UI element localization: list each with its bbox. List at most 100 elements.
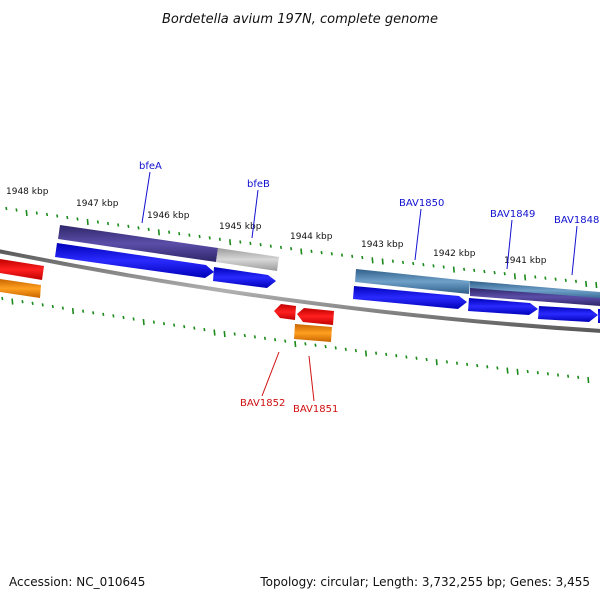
inner-scale-tick [92,311,95,315]
outer-scale-tick [300,248,303,255]
gene-label-BAV1851[interactable]: BAV1851 [293,404,338,415]
outer-scale-tick [198,234,201,239]
inner-scale-tick [122,315,125,320]
gene-bar-BAV1848[interactable] [470,288,600,306]
kbp-label-1945: 1945 kbp [219,222,262,232]
outer-scale-tick [513,273,516,280]
cds-arrow-BAV1848[interactable] [538,306,598,322]
outer-scale-tick [106,221,110,226]
outer-scale-tick [188,233,191,237]
inner-scale-tick [82,309,85,313]
kbp-label-1944: 1944 kbp [290,232,333,242]
outer-scale-tick [534,275,537,279]
gene-bar-left-orange[interactable] [0,279,41,298]
inner-scale-tick [405,355,408,359]
gene-bar-bfeB[interactable] [216,248,279,271]
inner-scale-tick [253,335,256,339]
outer-scale-tick [340,253,344,257]
inner-scale-tick [395,354,398,358]
leader-bfeA [141,171,151,224]
inner-scale-tick [385,352,388,357]
leader-BAV1849 [506,219,513,270]
inner-scale-tick [415,356,418,360]
outer-scale-tick [259,243,262,247]
inner-scale-tick [354,348,357,353]
outer-scale-tick [147,227,150,232]
gene-bar-bfeA[interactable] [58,225,218,262]
inner-scale-tick [152,320,155,324]
kbp-label-1943: 1943 kbp [361,240,404,250]
kbp-label-1947: 1947 kbp [76,199,119,209]
inner-scale-ticks [1,296,590,384]
gene-label-BAV1852[interactable]: BAV1852 [240,398,285,409]
cds-arrow-BAV1852[interactable] [274,304,296,320]
inner-scale-tick [233,332,236,336]
outer-scale-tick [157,229,160,236]
inner-scale-tick [213,329,216,336]
outer-scale-tick [76,217,79,221]
outer-scale-tick [585,280,588,287]
cds-arrow-BAV1849[interactable] [468,298,538,315]
chart-title: Bordetella avium 197N, complete genome [162,12,438,27]
gene-label-bfeB[interactable]: bfeB [247,179,270,190]
outer-scale-tick [483,269,486,274]
outer-scale-tick [56,214,59,218]
inner-scale-tick [162,321,166,326]
inner-scale-tick [324,344,327,349]
outer-scale-tick [15,208,18,212]
leader-BAV1852 [261,351,280,397]
cds-arrow-bfeA[interactable] [55,243,214,278]
outer-scale-tick [595,281,598,289]
outer-scale-tick [96,220,99,224]
kbp-label-1941: 1941 kbp [504,256,547,266]
outer-scale-tick [5,206,8,211]
cds-arrow-bfeB[interactable] [213,267,276,288]
inner-scale-tick [466,362,469,367]
inner-scale-tick [546,372,549,376]
inner-scale-tick [526,369,529,374]
gene-label-BAV1849[interactable]: BAV1849 [490,209,535,220]
outer-scale-tick [269,244,272,248]
inner-scale-tick [486,365,489,369]
kbp-label-1948: 1948 kbp [6,187,49,197]
gene-label-BAV1848[interactable]: BAV1848 [554,215,599,226]
gene-bar-BAV1851[interactable] [294,324,332,342]
inner-scale-tick [71,308,75,315]
kbp-label-1946: 1946 kbp [147,211,190,221]
outer-scale-tick [279,245,283,250]
cds-arrow-BAV1851[interactable] [297,308,334,325]
inner-scale-tick [193,326,196,330]
outer-scale-tick [168,230,171,234]
reverse-track [0,259,334,342]
outer-scale-tick [66,215,69,220]
outer-scale-tick [544,276,547,280]
inner-scale-tick [284,339,287,343]
forward-gene-labels: bfeA bfeB BAV1850 BAV1849 BAV1848 [139,161,599,276]
outer-scale-tick [371,257,374,264]
outer-scale-tick [473,268,476,273]
accession-text: Accession: NC_010645 [9,575,145,589]
cds-arrow-left-red[interactable] [0,259,44,280]
cds-arrow-BAV1850[interactable] [353,286,467,309]
inner-scale-tick [435,359,438,366]
gene-label-BAV1850[interactable]: BAV1850 [399,198,444,209]
inner-scale-tick [536,371,539,375]
forward-cds-track [55,243,600,323]
inner-scale-tick [344,347,347,351]
inner-scale-tick [31,301,34,305]
outer-scale-tick [422,263,425,267]
outer-scale-tick [401,260,405,265]
outer-scale-tick [249,241,252,246]
outer-scale-tick [239,240,242,244]
inner-scale-tick [11,298,14,305]
gene-bar-BAV1849[interactable] [470,281,600,300]
inner-scale-tick [556,373,560,377]
gene-label-bfeA[interactable]: bfeA [139,161,162,172]
gene-bar-BAV1850[interactable] [355,269,470,294]
inner-scale-tick [102,312,105,317]
outer-scale-tick [208,236,211,240]
outer-scale-tick [310,249,313,253]
inner-scale-tick [425,357,428,362]
inner-scale-tick [41,303,44,307]
